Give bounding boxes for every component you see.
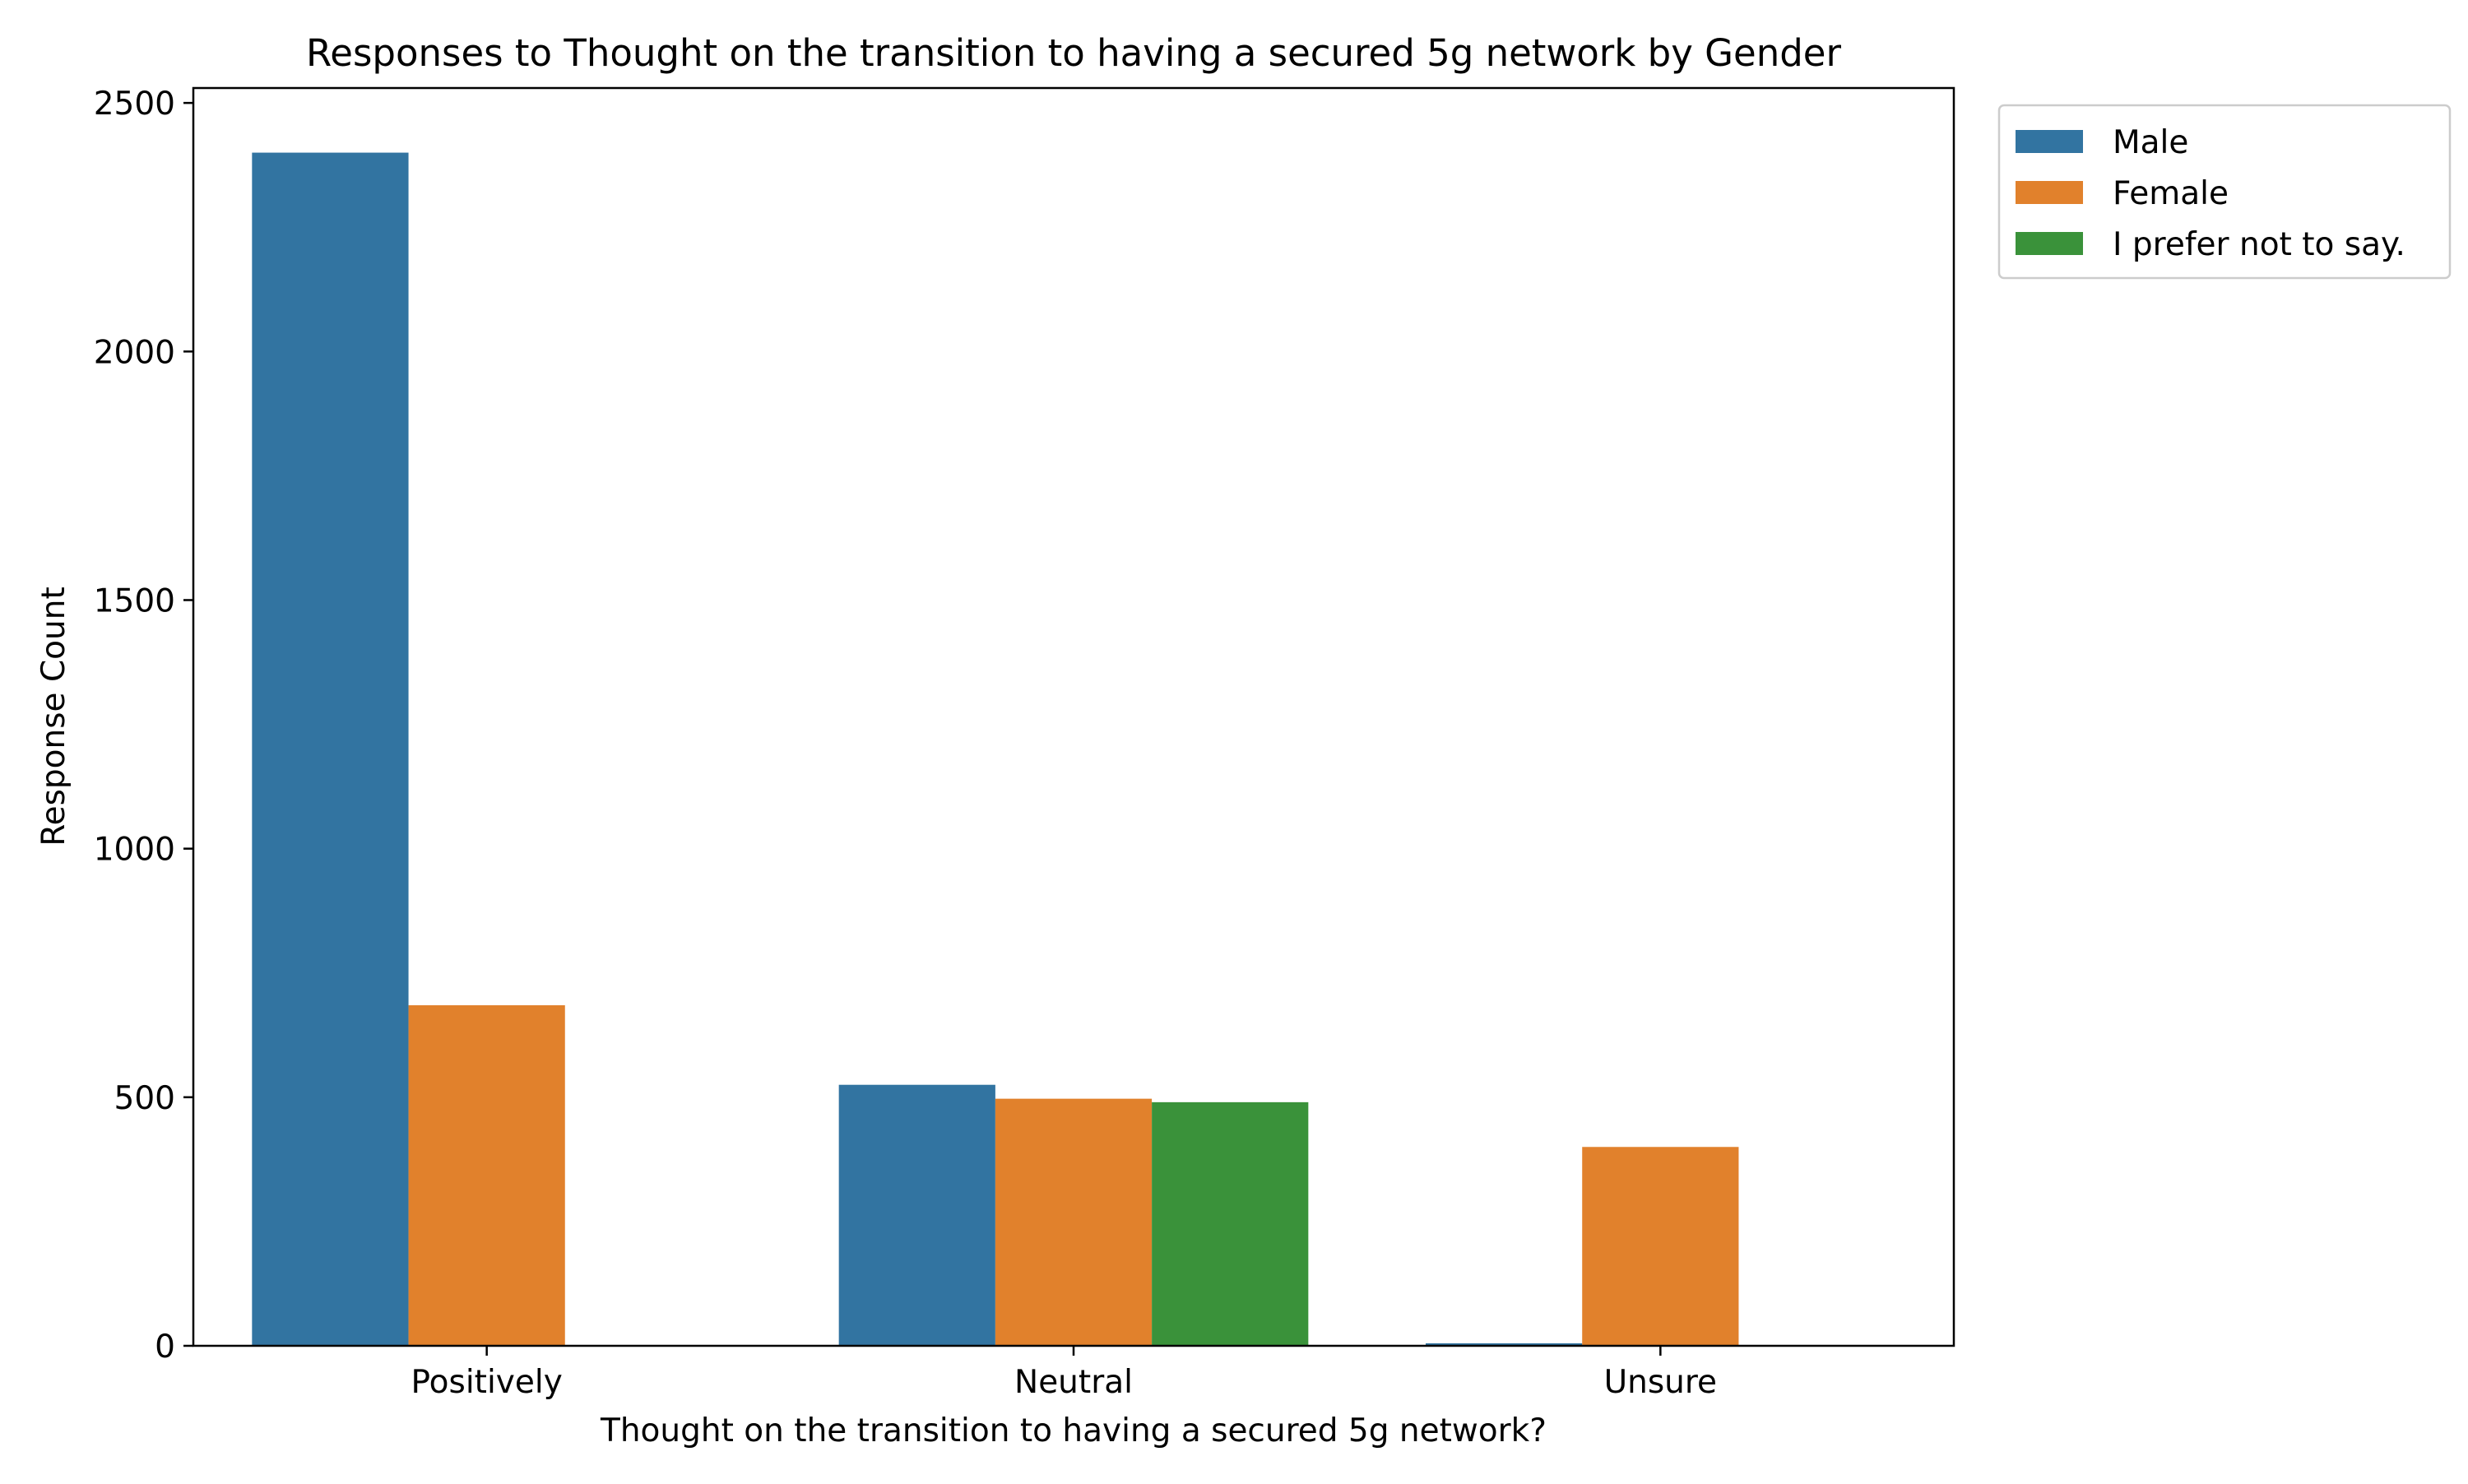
bar-unsure-female <box>1582 1147 1739 1346</box>
y-tick-label: 500 <box>114 1080 175 1117</box>
bar-neutral-i-prefer-not-to-say <box>1152 1101 1309 1346</box>
bars-group <box>252 152 1739 1347</box>
legend-label: Male <box>2113 124 2188 161</box>
x-tick-label-unsure: Unsure <box>1604 1364 1717 1401</box>
bar-neutral-male <box>838 1084 995 1346</box>
x-axis-title: Thought on the transition to having a se… <box>600 1412 1547 1449</box>
plot-frame <box>192 86 1955 1347</box>
x-tick-label-neutral: Neutral <box>1014 1364 1133 1401</box>
legend-swatch <box>2016 130 2083 153</box>
y-tick-label: 1500 <box>94 582 175 619</box>
legend-swatch <box>2016 181 2083 204</box>
bar-unsure-male <box>1426 1343 1583 1346</box>
legend-label: I prefer not to say. <box>2113 226 2405 263</box>
y-tick-label: 0 <box>155 1329 175 1366</box>
y-tick-label: 2500 <box>94 86 175 123</box>
bar-neutral-female <box>995 1098 1153 1346</box>
legend: Male Female I prefer not to say. <box>1997 104 2452 280</box>
legend-box <box>1997 104 2452 280</box>
y-tick-label: 2000 <box>94 334 175 371</box>
x-axis: Positively Neutral Unsure <box>411 1346 1717 1401</box>
y-tick-label: 1000 <box>94 832 175 869</box>
y-axis-title: Response Count <box>35 587 72 846</box>
x-tick-label-positively: Positively <box>411 1364 563 1401</box>
bar-positively-male <box>252 152 409 1347</box>
legend-swatch <box>2016 232 2083 255</box>
chart-title: Responses to Thought on the transition t… <box>306 31 1841 75</box>
y-axis: 0 500 1000 1500 2000 2500 <box>94 86 193 1366</box>
bar-positively-female <box>408 1005 565 1346</box>
legend-label: Female <box>2113 175 2229 212</box>
